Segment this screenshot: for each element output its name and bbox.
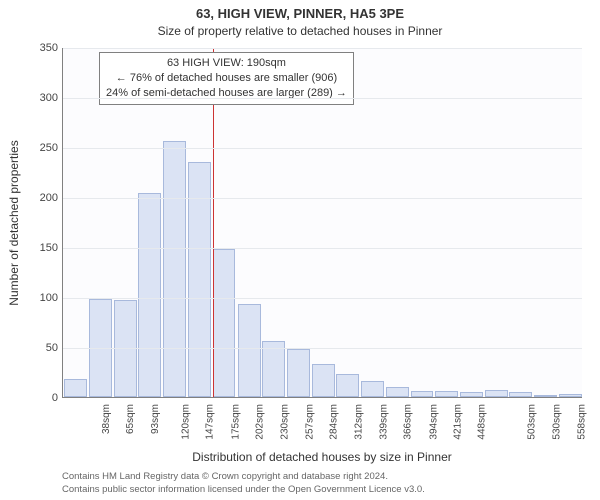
histogram-bar xyxy=(509,392,532,397)
histogram-bar xyxy=(262,341,285,397)
histogram-bar xyxy=(213,249,236,397)
histogram-bar xyxy=(435,391,458,397)
x-tick-label: 175sqm xyxy=(230,404,241,440)
histogram-bar xyxy=(287,349,310,397)
gridline-h xyxy=(63,98,582,99)
y-tick-label: 200 xyxy=(18,192,58,204)
gridline-h xyxy=(63,198,582,199)
y-tick-label: 0 xyxy=(18,392,58,404)
x-tick-label: 312sqm xyxy=(354,404,365,440)
annotation-line: 63 HIGH VIEW: 190sqm xyxy=(106,56,347,71)
x-tick-label: 448sqm xyxy=(477,404,488,440)
y-tick-label: 50 xyxy=(18,342,58,354)
y-tick-label: 100 xyxy=(18,292,58,304)
histogram-bar xyxy=(386,387,409,397)
gridline-h xyxy=(63,298,582,299)
chart-frame: 63, HIGH VIEW, PINNER, HA5 3PE Size of p… xyxy=(0,0,600,500)
x-tick-label: 339sqm xyxy=(378,404,389,440)
x-tick-label: 366sqm xyxy=(403,404,414,440)
annotation-line: ← 76% of detached houses are smaller (90… xyxy=(106,71,347,86)
histogram-bar xyxy=(534,395,557,397)
histogram-bar xyxy=(559,394,582,397)
gridline-h xyxy=(63,248,582,249)
x-axis-label: Distribution of detached houses by size … xyxy=(62,450,582,464)
x-tick-label: 147sqm xyxy=(205,404,216,440)
chart-title: 63, HIGH VIEW, PINNER, HA5 3PE xyxy=(0,6,600,21)
annotation-box: 63 HIGH VIEW: 190sqm ← 76% of detached h… xyxy=(99,52,354,105)
histogram-bar xyxy=(64,379,87,397)
y-tick-label: 350 xyxy=(18,42,58,54)
histogram-bar xyxy=(312,364,335,397)
histogram-bar xyxy=(411,391,434,397)
footer-line: Contains public sector information licen… xyxy=(62,484,425,496)
x-tick-label: 394sqm xyxy=(428,404,439,440)
y-tick-label: 250 xyxy=(18,142,58,154)
x-tick-label: 558sqm xyxy=(576,404,587,440)
histogram-bar xyxy=(361,381,384,397)
x-tick-label: 503sqm xyxy=(527,404,538,440)
gridline-h xyxy=(63,48,582,49)
y-tick-label: 150 xyxy=(18,242,58,254)
histogram-bar xyxy=(238,304,261,397)
gridline-h xyxy=(63,148,582,149)
histogram-bar xyxy=(163,141,186,397)
footer-line: Contains HM Land Registry data © Crown c… xyxy=(62,471,425,483)
x-tick-label: 120sqm xyxy=(180,404,191,440)
histogram-bar xyxy=(460,392,483,397)
x-tick-label: 530sqm xyxy=(551,404,562,440)
x-tick-label: 93sqm xyxy=(150,404,161,434)
plot-area: 63 HIGH VIEW: 190sqm ← 76% of detached h… xyxy=(62,48,582,398)
chart-footer: Contains HM Land Registry data © Crown c… xyxy=(62,471,425,496)
x-tick-label: 284sqm xyxy=(329,404,340,440)
y-tick-label: 300 xyxy=(18,92,58,104)
x-tick-label: 257sqm xyxy=(304,404,315,440)
x-tick-label: 65sqm xyxy=(125,404,136,434)
y-axis-label: Number of detached properties xyxy=(7,140,21,305)
gridline-h xyxy=(63,348,582,349)
histogram-bar xyxy=(336,374,359,397)
histogram-bar xyxy=(138,193,161,397)
x-tick-label: 38sqm xyxy=(101,404,112,434)
x-tick-label: 421sqm xyxy=(453,404,464,440)
chart-subtitle: Size of property relative to detached ho… xyxy=(0,24,600,38)
histogram-bar xyxy=(485,390,508,397)
x-tick-label: 202sqm xyxy=(255,404,266,440)
x-tick-label: 230sqm xyxy=(280,404,291,440)
